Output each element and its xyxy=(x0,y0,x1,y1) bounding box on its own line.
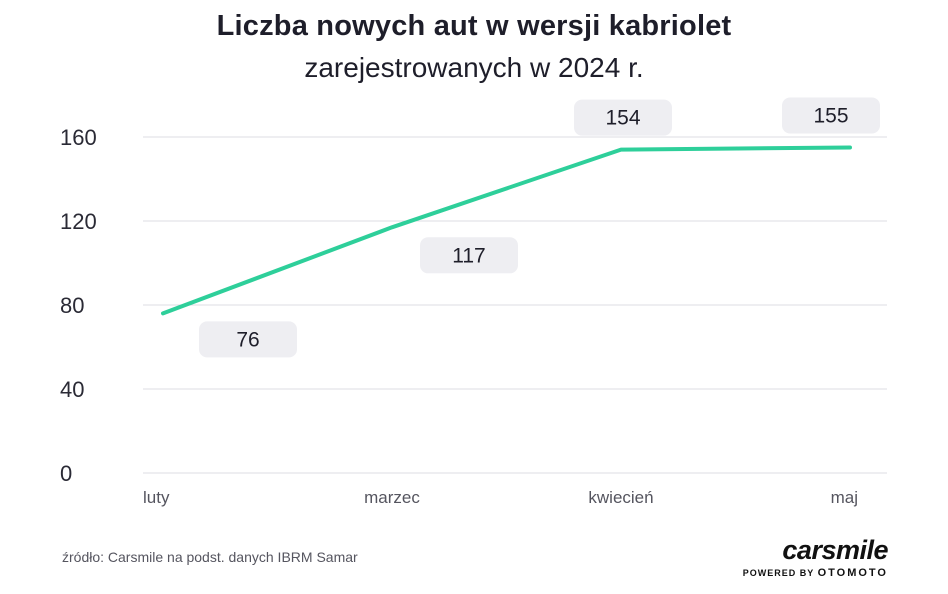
data-labels: 76 117 154 155 xyxy=(199,97,880,358)
logo-powered-text: POWERED BY xyxy=(742,568,815,578)
y-tick-label: 160 xyxy=(60,125,97,150)
data-label: 117 xyxy=(420,237,518,274)
data-label: 76 xyxy=(199,321,297,358)
x-tick-label: luty xyxy=(143,488,170,507)
logo-powered-by: POWERED BY OTOMOTO xyxy=(743,567,888,579)
data-label-box xyxy=(420,237,518,274)
logo-wordmark: carsmile xyxy=(782,535,888,565)
y-axis-ticks: 0 40 80 120 160 xyxy=(60,125,97,486)
x-tick-label: maj xyxy=(831,488,858,507)
gridlines xyxy=(143,136,887,474)
series-line xyxy=(161,145,852,316)
data-label-text: 154 xyxy=(605,107,640,130)
y-tick-label: 120 xyxy=(60,209,97,234)
x-tick-label: marzec xyxy=(364,488,420,507)
y-tick-label: 40 xyxy=(60,377,84,402)
data-label-text: 155 xyxy=(813,105,848,128)
chart-title: Liczba nowych aut w wersji kabriolet xyxy=(216,10,732,42)
data-label-text: 117 xyxy=(452,244,485,267)
data-label-text: 76 xyxy=(236,328,259,351)
data-label-box xyxy=(782,97,880,134)
carsmile-logo: carsmile POWERED BY OTOMOTO xyxy=(743,535,889,579)
x-tick-label: kwiecień xyxy=(588,488,653,507)
chart-subtitle: zarejestrowanych w 2024 r. xyxy=(304,52,644,83)
y-tick-label: 80 xyxy=(60,293,84,318)
series-line-path xyxy=(161,145,852,316)
logo-otomoto: OTOMOTO xyxy=(817,567,888,579)
data-label: 154 xyxy=(574,99,672,136)
data-label: 155 xyxy=(782,97,880,134)
data-label-box xyxy=(574,99,672,136)
source-note: źródło: Carsmile na podst. danych IBRM S… xyxy=(62,549,358,565)
y-tick-label: 0 xyxy=(60,461,72,486)
data-label-box xyxy=(199,321,297,358)
x-axis-ticks: luty marzec kwiecień maj xyxy=(143,488,858,507)
